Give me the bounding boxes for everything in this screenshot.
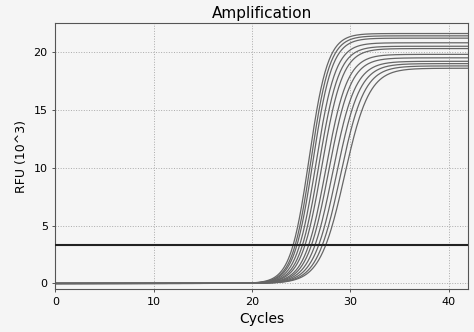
X-axis label: Cycles: Cycles bbox=[239, 312, 284, 326]
Y-axis label: RFU (10^3): RFU (10^3) bbox=[15, 120, 28, 193]
Title: Amplification: Amplification bbox=[212, 6, 312, 21]
